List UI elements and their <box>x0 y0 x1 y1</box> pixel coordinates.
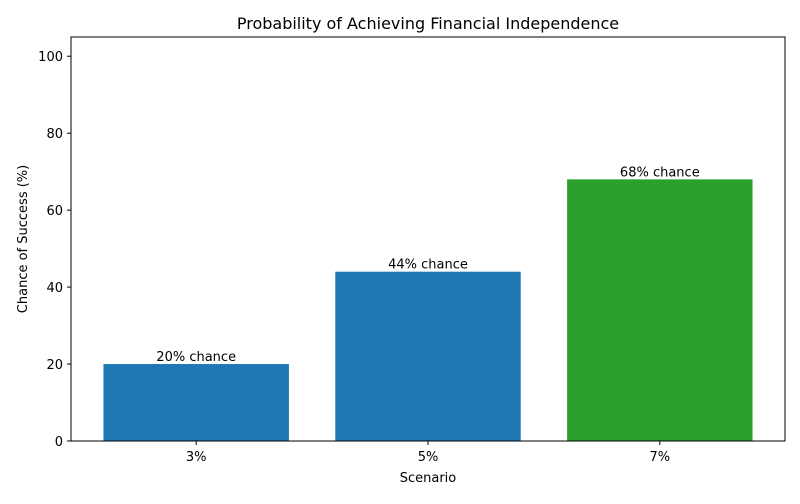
bar <box>103 364 289 441</box>
y-axis-label: Chance of Success (%) <box>16 165 31 313</box>
x-tick-label: 3% <box>186 450 207 465</box>
chart-title: Probability of Achieving Financial Indep… <box>237 14 619 33</box>
bar <box>335 271 521 441</box>
y-tick-label: 100 <box>38 50 63 65</box>
x-axis-label: Scenario <box>400 471 457 486</box>
y-tick-label: 20 <box>46 358 63 373</box>
data-label: 20% chance <box>156 350 236 365</box>
y-tick-label: 0 <box>55 435 63 450</box>
bar <box>567 179 753 441</box>
data-label: 68% chance <box>620 165 700 180</box>
x-tick-label: 5% <box>418 450 439 465</box>
data-label: 44% chance <box>388 258 468 273</box>
y-tick-label: 60 <box>46 204 63 219</box>
plot-frame <box>70 36 786 442</box>
x-tick-label: 7% <box>650 450 671 465</box>
y-tick-label: 40 <box>46 281 63 296</box>
y-tick-label: 80 <box>46 127 63 142</box>
